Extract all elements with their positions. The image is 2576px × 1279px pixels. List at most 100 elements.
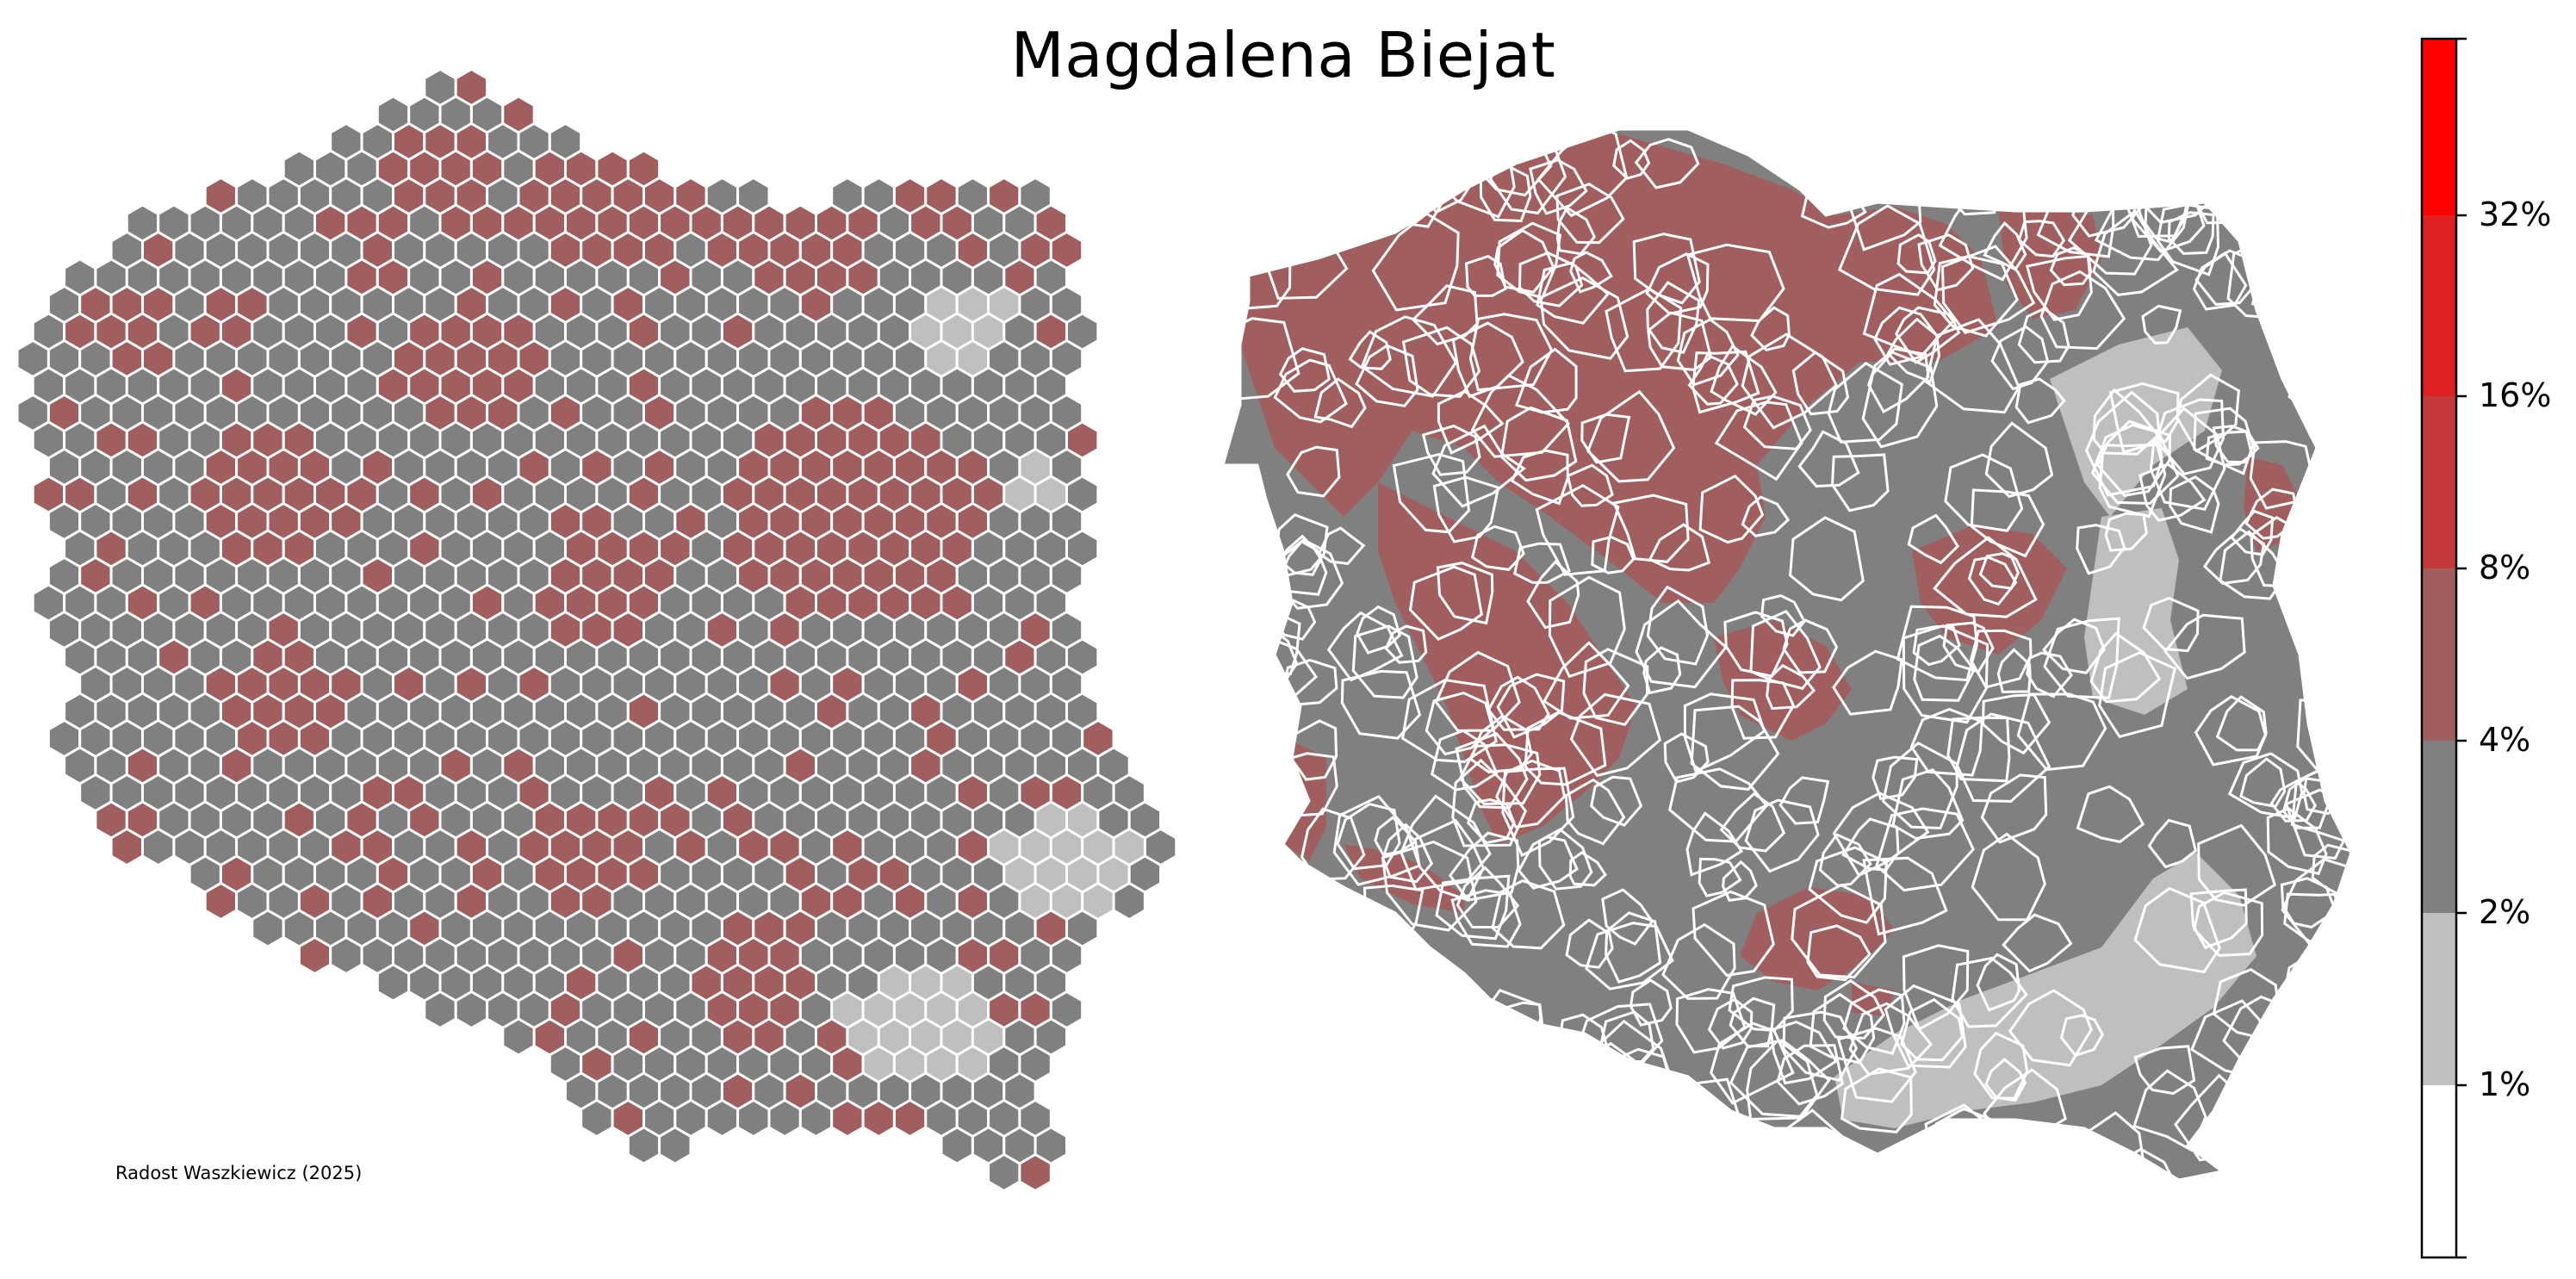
region-border	[2286, 1013, 2351, 1105]
region-border	[1782, 618, 1839, 674]
region-border	[1984, 421, 2054, 499]
region-border	[1569, 692, 1662, 778]
region-border	[2014, 377, 2066, 425]
region-border	[1231, 952, 1317, 1022]
region-border	[1951, 956, 2028, 1028]
region-border	[1286, 445, 1341, 498]
region-border	[2281, 949, 2351, 1032]
region-border	[1524, 711, 1607, 786]
region-cluster-north	[1223, 129, 1998, 603]
region-border	[1907, 513, 1960, 565]
region-border	[1344, 129, 1417, 184]
region-border	[1526, 560, 1580, 630]
region-border	[1223, 894, 1292, 971]
region-border	[1884, 984, 1967, 1069]
region-border	[1344, 916, 1391, 969]
region-border	[1925, 1127, 2003, 1180]
region-border	[1564, 778, 1626, 846]
region-border	[1900, 997, 1965, 1062]
region-border	[1862, 272, 1955, 357]
region-border	[1730, 679, 1795, 740]
colorbar-bin-1-2	[2422, 913, 2456, 1085]
colorbar-bin-16-32	[2422, 215, 2456, 396]
region-border	[2227, 752, 2304, 820]
hex-cell	[203, 881, 239, 922]
region-border	[2133, 1045, 2196, 1096]
region-border	[1299, 1117, 1391, 1180]
region-border	[1421, 424, 1481, 476]
region-border	[1558, 1093, 1621, 1174]
author-credit: Radost Waszkiewicz (2025)	[115, 1163, 363, 1183]
region-border	[2304, 300, 2351, 357]
region-border	[1601, 888, 1654, 946]
region-border	[1647, 311, 1713, 371]
region-border	[1830, 453, 1890, 512]
region-border	[1313, 377, 1367, 429]
region-border	[1675, 988, 1747, 1054]
region-border	[1789, 516, 1865, 602]
region-border	[2014, 137, 2073, 209]
region-border	[2087, 129, 2153, 174]
hex-cell	[109, 827, 144, 867]
region-border	[1591, 536, 1636, 574]
region-border	[2256, 1028, 2340, 1112]
region-border	[1612, 139, 1651, 180]
hex-cell	[658, 1126, 692, 1165]
region-border	[2239, 757, 2287, 809]
region-border	[2167, 211, 2215, 255]
choropleth-map	[1221, 127, 2353, 1182]
region-border	[2256, 186, 2312, 247]
region-cluster-lodz	[1714, 620, 1852, 741]
region-border	[1300, 807, 1366, 881]
hex-cell	[830, 1098, 865, 1139]
region-border	[1782, 1010, 1859, 1083]
colorbar-frame	[2420, 37, 2458, 1259]
region-border	[1363, 129, 1446, 177]
region-border	[1435, 874, 1511, 941]
region-border	[1321, 1082, 1371, 1135]
region-border	[1431, 424, 1526, 508]
region-border	[1562, 1100, 1636, 1170]
region-border	[1806, 924, 1871, 982]
hex-cell	[626, 1126, 661, 1165]
region-border	[1933, 536, 2038, 618]
region-border	[2084, 390, 2163, 497]
colorbar-label-8: 8%	[2479, 549, 2531, 587]
region-border	[1990, 325, 2050, 391]
region-border	[1605, 287, 1683, 373]
region-border	[1691, 890, 1775, 978]
region-border	[1526, 1111, 1566, 1168]
region-border	[1690, 705, 1780, 792]
region-border	[1955, 712, 2051, 803]
region-border	[2142, 596, 2200, 653]
region-border	[1541, 1142, 1577, 1180]
region-border	[1742, 394, 1812, 450]
colorbar-bin-8-16	[2422, 396, 2456, 568]
region-border	[2250, 269, 2309, 314]
region-border	[1499, 406, 1578, 482]
region-border	[1430, 729, 1499, 792]
region-border	[1350, 147, 1397, 195]
region-border	[1226, 1010, 1269, 1049]
region-border	[1663, 732, 1710, 784]
region-border	[1683, 692, 1766, 773]
colorbar-label-4: 4%	[2479, 721, 2531, 759]
region-border	[1432, 475, 1500, 543]
region-border	[1413, 818, 1486, 902]
region-border	[1970, 488, 2045, 558]
region-border	[1685, 811, 1744, 877]
hex-cell	[580, 1098, 614, 1139]
region-border	[1493, 228, 1555, 294]
region-border	[1496, 673, 1566, 739]
region-border	[1944, 453, 2024, 532]
region-border	[1973, 1031, 2029, 1100]
region-border	[1707, 997, 1754, 1050]
region-border	[1470, 525, 1525, 571]
region-border	[2016, 692, 2107, 772]
region-border	[1590, 775, 1643, 827]
region-border	[2289, 968, 2351, 1068]
hex-cell	[1112, 881, 1146, 922]
hex-cartogram-map	[16, 67, 1178, 1193]
region-border	[1404, 1031, 1463, 1096]
region-border	[1230, 988, 1288, 1039]
